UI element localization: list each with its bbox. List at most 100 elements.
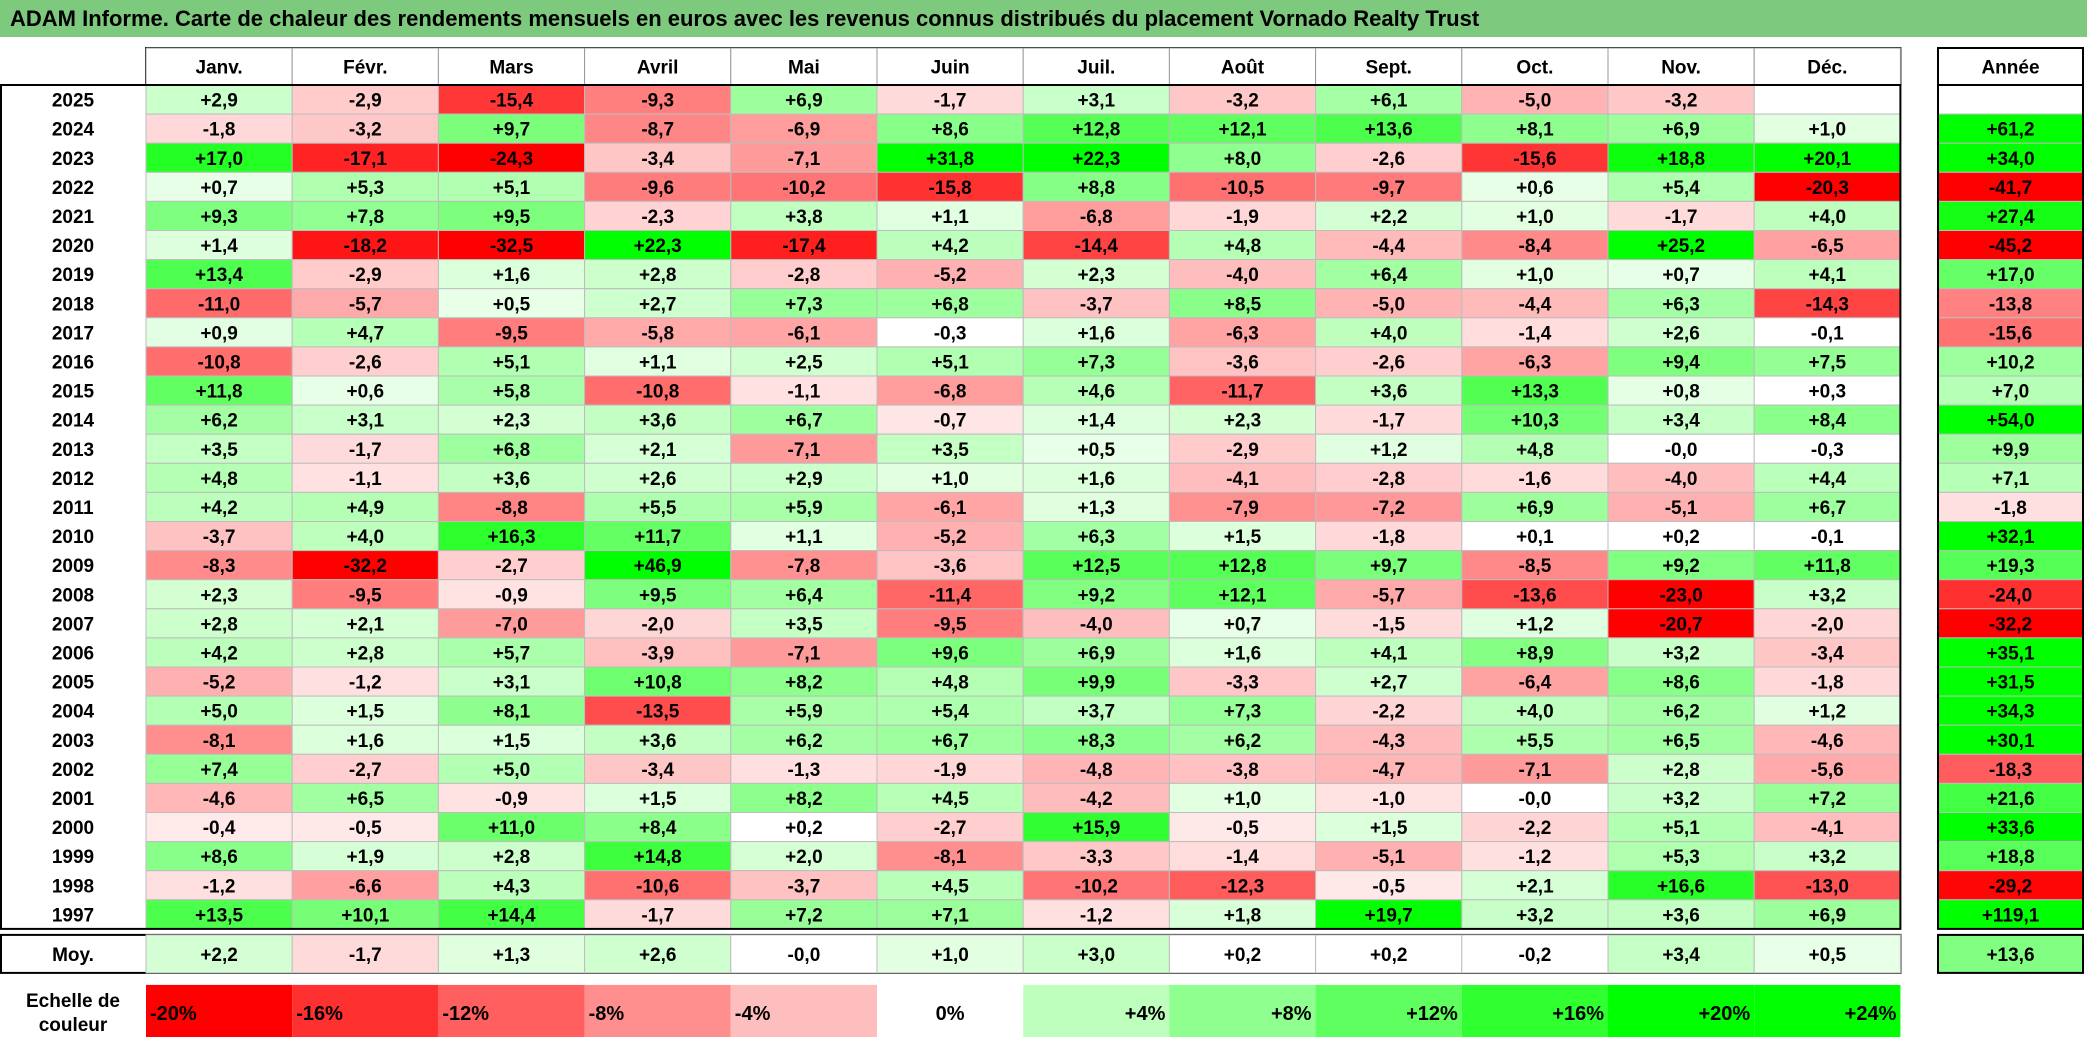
heatmap-cell (1753, 637, 1901, 668)
heatmap-cell-label: -5,1 (1665, 498, 1698, 519)
heatmap-cell-label: -5,2 (934, 527, 967, 548)
heatmap-cell-label: -2,2 (1372, 702, 1405, 723)
heatmap-cell-label: +5,0 (200, 702, 238, 723)
heatmap-cell-label: -1,7 (349, 440, 382, 461)
heatmap-cell-label: -11,7 (1221, 382, 1263, 403)
heatmap-cell-label: -8,4 (1519, 236, 1552, 257)
heatmap-cell-label: -13,0 (1806, 876, 1849, 897)
heatmap-cell-label: -10,5 (1221, 178, 1265, 199)
color-scale-swatch (1169, 984, 1316, 1037)
heatmap-cell (584, 288, 732, 319)
heatmap-cell (730, 142, 878, 173)
heatmap-cell (1607, 608, 1755, 639)
heatmap-cell-label: +4,8 (931, 673, 969, 694)
heatmap-cell-label: -6,6 (349, 876, 382, 897)
heatmap-cell-label: +9,2 (1662, 556, 1700, 577)
heatmap-cell (584, 462, 732, 493)
heatmap-cell-label: -4,0 (1665, 469, 1698, 490)
heatmap-cell (1607, 317, 1755, 348)
heatmap-cell (876, 346, 1024, 377)
heatmap-cell (145, 462, 293, 493)
heatmap-cell-label: +9,2 (1078, 585, 1116, 606)
heatmap-cell (145, 433, 293, 464)
heatmap-cell (1461, 346, 1609, 377)
heatmap-cell (730, 579, 878, 610)
row-year-label: 2005 (52, 673, 95, 694)
heatmap-cell-label: +2,2 (1370, 207, 1408, 228)
heatmap-cell-label: +9,5 (493, 207, 531, 228)
heatmap-cell (145, 899, 293, 930)
heatmap-cell-label: -2,0 (641, 614, 674, 635)
heatmap-cell-label: +6,9 (785, 91, 823, 112)
heatmap-cell-label: -3,2 (1226, 91, 1259, 112)
heatmap-cell-label: -5,0 (1372, 294, 1405, 315)
heatmap-cell (291, 171, 439, 202)
heatmap-cell-label: +2,8 (1662, 760, 1700, 781)
heatmap-cell-label: +18,8 (1657, 149, 1705, 170)
heatmap-cell (1022, 230, 1170, 261)
heatmap-cell-label: +3,6 (493, 469, 531, 490)
heatmap-cell (1168, 841, 1317, 872)
heatmap-cell (291, 666, 439, 697)
heatmap-cell-label: -0,9 (495, 585, 528, 606)
heatmap-cell (1753, 870, 1901, 901)
average-cell-label: -1,7 (349, 945, 382, 966)
heatmap-cell-label: -2,7 (495, 556, 528, 577)
heatmap-cell-label: +6,4 (785, 585, 823, 606)
heatmap-cell (1461, 288, 1609, 319)
heatmap-cell (584, 404, 732, 435)
heatmap-cell (584, 433, 732, 464)
heatmap-cell-label: +6,7 (1809, 498, 1847, 519)
heatmap-cell-label: +4,2 (200, 498, 238, 519)
row-year-label: 2013 (52, 440, 94, 461)
heatmap-cell-label: -1,7 (1372, 411, 1405, 432)
heatmap-cell-label: +2,6 (1662, 323, 1700, 344)
heatmap-cell-label: +6,7 (931, 731, 969, 752)
heatmap-cell (1753, 753, 1901, 784)
heatmap-cell-label: +2,9 (200, 91, 238, 112)
heatmap-cell (1315, 259, 1463, 290)
annual-cell-label: +7,0 (1992, 382, 2030, 403)
heatmap-cell-label: +8,2 (785, 789, 823, 810)
heatmap-cell-label: +3,5 (200, 440, 238, 461)
heatmap-cell (876, 579, 1024, 610)
average-cell-label: +0,2 (1370, 945, 1408, 966)
heatmap-cell (1753, 404, 1901, 435)
heatmap-cell-label: -3,4 (641, 760, 674, 781)
heatmap-cell (584, 782, 732, 814)
heatmap-cell-label: -2,9 (1226, 440, 1259, 461)
heatmap-cell (291, 695, 439, 726)
annual-cell-label: +33,6 (1986, 818, 2034, 839)
heatmap-cell (291, 782, 439, 814)
heatmap-cell (437, 317, 586, 348)
heatmap-cell-label: -4,7 (1372, 760, 1405, 781)
heatmap-cell-label: +0,9 (200, 323, 238, 344)
heatmap-cell-label: -13,5 (636, 702, 680, 723)
average-cell-label: +1,0 (931, 945, 969, 966)
color-scale-stop-label: -12% (442, 1003, 489, 1025)
annual-cell-label: +17,0 (1986, 265, 2034, 286)
heatmap-cell-label: +1,0 (1516, 265, 1554, 286)
heatmap-cell-label: -7,1 (788, 643, 821, 664)
heatmap-cell (145, 724, 293, 755)
heatmap-cell-label: -5,0 (1519, 91, 1552, 112)
heatmap-cell-label: -3,7 (1080, 294, 1113, 315)
heatmap-cell-label: -17,1 (344, 149, 388, 170)
heatmap-cell (1315, 666, 1463, 697)
heatmap-cell (876, 491, 1024, 522)
annual-cell-label: -13,8 (1989, 294, 2032, 315)
heatmap-cell-label: -8,7 (641, 120, 674, 141)
heatmap-cell-label: +0,7 (200, 178, 238, 199)
heatmap-cell-label: +1,0 (1224, 789, 1262, 810)
row-year-label: 2021 (52, 207, 95, 228)
heatmap-cell-label: +1,1 (639, 352, 677, 373)
heatmap-cell-label: -32,5 (490, 236, 534, 257)
heatmap-cell-label: -2,9 (349, 91, 382, 112)
heatmap-cell-label: +12,5 (1072, 556, 1121, 577)
annual-cell-label: +10,2 (1986, 352, 2034, 373)
heatmap-cell-label: +2,3 (1224, 411, 1262, 432)
heatmap-cell-label: +6,3 (1078, 527, 1116, 548)
heatmap-cell (584, 346, 732, 377)
heatmap-cell-label: -7,8 (788, 556, 821, 577)
heatmap-cell-label: +6,2 (785, 731, 823, 752)
